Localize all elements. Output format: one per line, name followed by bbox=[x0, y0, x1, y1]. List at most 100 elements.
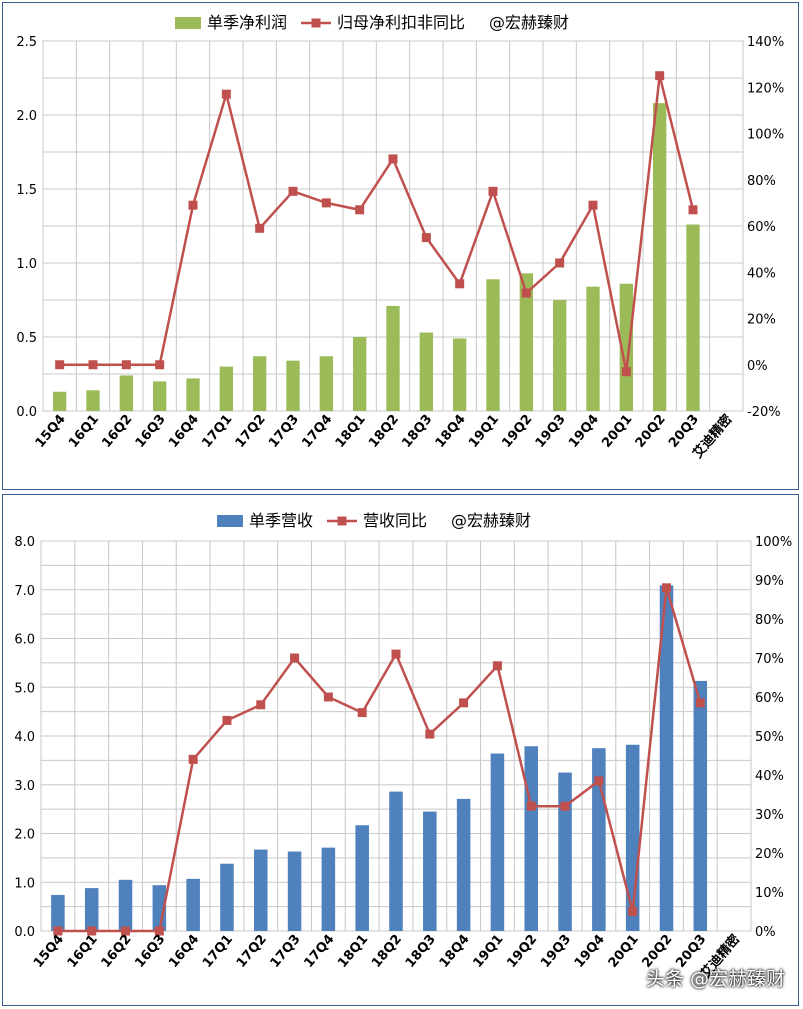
right-axis-tick-label: 80% bbox=[747, 174, 776, 189]
bar bbox=[253, 356, 267, 411]
legend-label-line: 营收同比 bbox=[363, 511, 427, 530]
right-axis-tick-label: 90% bbox=[755, 574, 784, 589]
left-axis-ticks: 0.0 0.5 1.0 1.5 2.0 2.5 bbox=[16, 35, 37, 420]
bar bbox=[84, 888, 99, 931]
legend-extra-label: @宏赫臻财 bbox=[489, 13, 569, 32]
category-label: 16Q1 bbox=[65, 932, 101, 971]
category-label: 19Q2 bbox=[504, 932, 540, 971]
line-marker bbox=[655, 71, 665, 81]
category-label: 20Q2 bbox=[633, 412, 669, 451]
bar bbox=[693, 680, 708, 931]
bar bbox=[524, 746, 538, 931]
bar bbox=[456, 798, 471, 931]
category-label: 19Q4 bbox=[572, 932, 608, 971]
category-label: 18Q3 bbox=[399, 412, 435, 451]
bar bbox=[659, 585, 674, 931]
line-marker bbox=[421, 233, 431, 243]
line-marker bbox=[621, 367, 631, 377]
bar bbox=[453, 338, 467, 411]
line-marker bbox=[628, 907, 638, 916]
right-axis-tick-label: 60% bbox=[755, 691, 784, 706]
bar-series bbox=[53, 103, 700, 411]
right-axis-ticks: -20% 0% 20% 40% 60% 80% 100% 120% 140% bbox=[747, 35, 784, 420]
bar bbox=[86, 390, 100, 411]
category-label: 18Q4 bbox=[433, 412, 469, 451]
category-labels: 15Q416Q116Q216Q316Q417Q117Q217Q317Q418Q1… bbox=[33, 411, 736, 461]
bar bbox=[321, 847, 336, 931]
right-axis-tick-label: 40% bbox=[755, 769, 784, 784]
category-label: 17Q4 bbox=[301, 932, 337, 971]
line-series bbox=[53, 583, 705, 936]
watermark: 头条 @宏赫臻财 bbox=[646, 964, 785, 991]
bar bbox=[389, 791, 403, 931]
line-marker bbox=[560, 801, 570, 811]
bar bbox=[219, 366, 233, 411]
category-label: 16Q2 bbox=[99, 932, 135, 971]
line-path bbox=[59, 75, 695, 372]
bar bbox=[486, 279, 500, 411]
line-marker bbox=[222, 715, 232, 725]
line-marker bbox=[155, 360, 165, 370]
category-label: 17Q1 bbox=[200, 932, 236, 971]
legend-swatch-marker bbox=[311, 18, 321, 28]
line-marker bbox=[53, 926, 63, 936]
line-series bbox=[55, 71, 698, 377]
bar bbox=[553, 300, 567, 411]
bar bbox=[186, 378, 200, 411]
bar bbox=[490, 753, 505, 931]
line-marker bbox=[188, 200, 198, 210]
category-label: 19Q1 bbox=[470, 932, 506, 971]
left-axis-tick-label: 1.0 bbox=[16, 257, 37, 272]
category-label: 17Q2 bbox=[233, 412, 269, 451]
line-marker bbox=[321, 198, 331, 208]
line-marker bbox=[256, 700, 266, 710]
category-label: 19Q3 bbox=[533, 412, 569, 451]
left-axis-ticks: 0.0 1.0 2.0 3.0 4.0 5.0 6.0 7.0 8.0 bbox=[14, 535, 35, 940]
bar bbox=[286, 360, 300, 411]
left-axis-tick-label: 5.0 bbox=[14, 681, 35, 696]
line-marker bbox=[425, 729, 435, 739]
category-label: 17Q1 bbox=[199, 412, 235, 451]
right-axis-tick-label: 20% bbox=[755, 847, 784, 862]
line-marker bbox=[526, 801, 536, 811]
category-label: 18Q2 bbox=[366, 412, 402, 451]
line-marker bbox=[288, 186, 298, 196]
revenue-chart: 0.0 1.0 2.0 3.0 4.0 5.0 6.0 7.0 8.0 0% 10% 20% 30% 40… bbox=[14, 511, 792, 981]
line-marker bbox=[521, 288, 531, 298]
line-marker bbox=[661, 583, 671, 593]
bar bbox=[51, 894, 65, 931]
category-label: 19Q4 bbox=[566, 412, 602, 451]
left-axis-tick-label: 2.5 bbox=[16, 35, 37, 50]
right-axis-tick-label: 0% bbox=[747, 359, 768, 374]
right-axis-tick-label: 70% bbox=[755, 652, 784, 667]
vertical-gridlines bbox=[40, 541, 752, 931]
legend: 单季营收 营收同比 @宏赫臻财 bbox=[217, 511, 531, 530]
left-axis-tick-label: 0.0 bbox=[14, 925, 35, 940]
legend-swatch-marker bbox=[337, 516, 347, 526]
line-marker bbox=[355, 205, 365, 215]
bar bbox=[220, 863, 234, 931]
category-label: 20Q1 bbox=[599, 412, 635, 451]
right-axis-tick-label: 50% bbox=[755, 730, 784, 745]
bar bbox=[353, 337, 367, 411]
line-marker bbox=[391, 649, 401, 659]
line-marker bbox=[455, 279, 465, 289]
legend-extra-label: @宏赫臻财 bbox=[451, 511, 531, 530]
bar bbox=[119, 375, 133, 411]
line-marker bbox=[323, 692, 333, 702]
right-axis-tick-label: 20% bbox=[747, 313, 776, 328]
bar bbox=[592, 748, 606, 931]
watermark-text: @宏赫臻财 bbox=[689, 968, 785, 990]
left-axis-tick-label: 2.0 bbox=[14, 828, 35, 843]
net-profit-chart: 0.0 0.5 1.0 1.5 2.0 2.5 -20% 0% 20% 40% 60% 80% 100%… bbox=[16, 13, 784, 461]
category-label: 17Q3 bbox=[268, 932, 304, 971]
line-marker bbox=[688, 205, 698, 215]
category-label: 16Q4 bbox=[166, 412, 202, 451]
left-axis-tick-label: 2.0 bbox=[16, 109, 37, 124]
category-label: 16Q3 bbox=[132, 932, 168, 971]
line-marker bbox=[488, 186, 498, 196]
bar bbox=[619, 283, 633, 411]
right-axis-tick-label: -20% bbox=[747, 405, 781, 420]
category-label: 18Q1 bbox=[335, 932, 371, 971]
legend: 单季净利润 归母净利扣非同比 @宏赫臻财 bbox=[175, 13, 569, 32]
